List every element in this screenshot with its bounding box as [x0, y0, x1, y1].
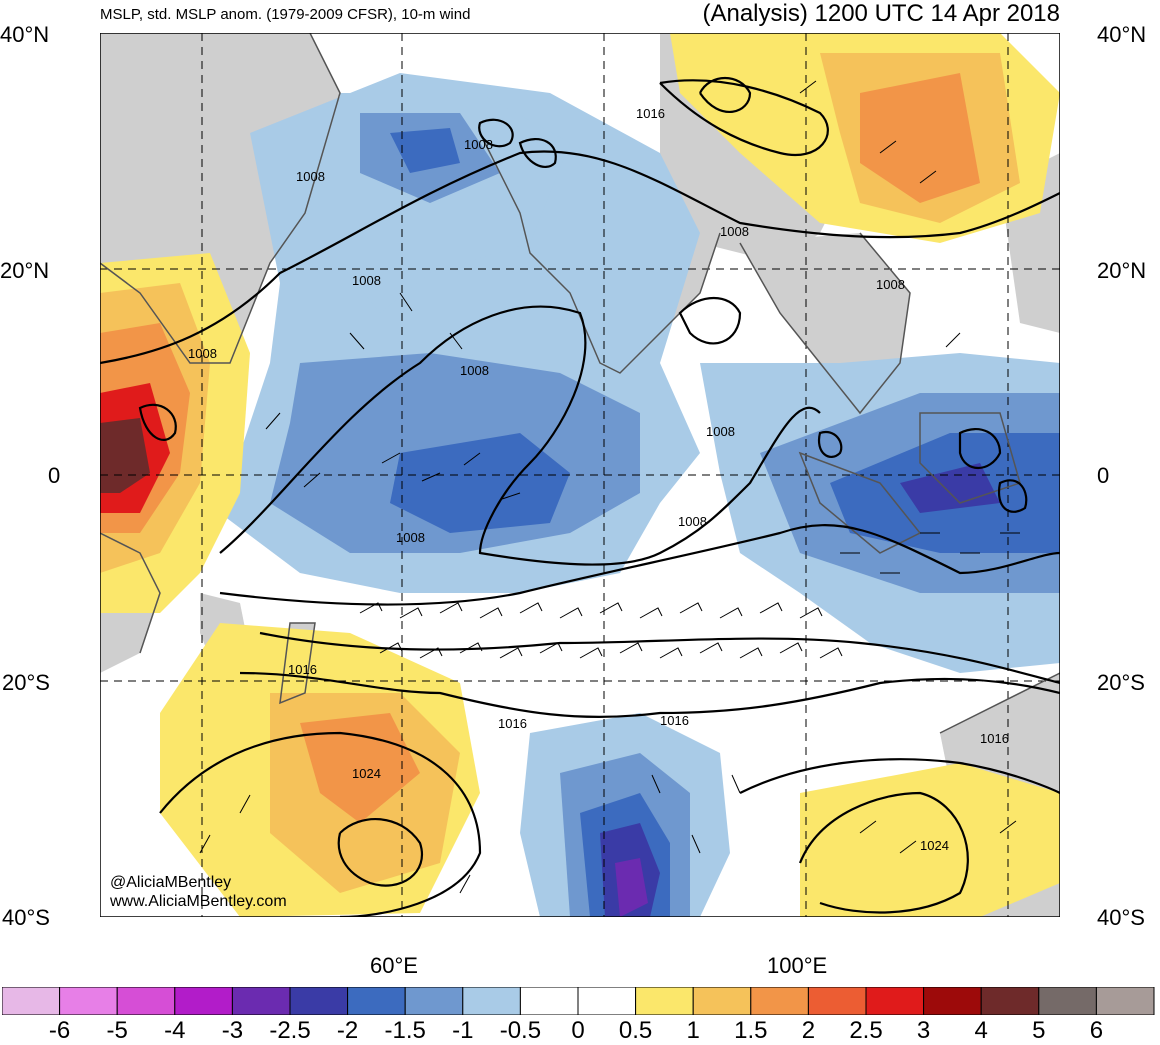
colorbar-tick-label: -2.5: [269, 1017, 311, 1044]
colorbar-swatch: [116, 987, 176, 1015]
lon-label-100e: 100°E: [767, 953, 828, 978]
colorbar-tick-label: -6: [48, 1017, 71, 1044]
isobar-label: 1008: [720, 224, 749, 239]
colorbar-tick-label: 4: [974, 1017, 988, 1044]
lat-label-20n-right: 20°N: [1097, 258, 1147, 283]
colorbar-tick-label: -2: [336, 1017, 359, 1044]
colorbar-swatch: [231, 987, 291, 1015]
isobars: [100, 77, 1060, 917]
lat-label-eq-right: 0: [1097, 463, 1110, 488]
colorbar-tick-label: 1: [686, 1017, 700, 1044]
colorbar-swatch: [1095, 987, 1155, 1015]
lat-label-40s-left: 40°S: [2, 905, 50, 930]
colorbar-swatch: [807, 987, 867, 1015]
colorbar-swatch: [692, 987, 752, 1015]
colorbar-swatch: [635, 987, 694, 1015]
colorbar-swatch: [865, 987, 925, 1015]
colorbar-tick-label: -5: [106, 1017, 128, 1044]
lat-label-20s-right: 20°S: [1097, 670, 1145, 695]
isobar-label-group: 1016 1008 1008 1008 1008 1008 1008 1008 …: [188, 106, 1009, 853]
isobar-label: 1008: [678, 514, 707, 529]
lat-label-20n-left: 20°N: [0, 258, 50, 283]
colorbar-swatch: [980, 987, 1040, 1015]
colorbar-tick-label: -4: [164, 1017, 186, 1044]
lat-label-40n-left: 40°N: [0, 22, 50, 47]
lon-label-60e: 60°E: [370, 953, 418, 978]
isobar-label: 1008: [460, 363, 489, 378]
colorbar-tick-label: -3: [221, 1017, 244, 1044]
lat-label-40n-right: 40°N: [1097, 22, 1147, 47]
credit-website: www.AliciaMBentley.com: [110, 893, 287, 910]
lat-label-eq-left: 0: [48, 463, 61, 488]
isobar-label: 1008: [464, 137, 493, 152]
colorbar-swatch: [519, 987, 579, 1015]
map-subtitle: MSLP, std. MSLP anom. (1979-2009 CFSR), …: [100, 6, 471, 23]
isobar-label: 1016: [288, 662, 317, 677]
lat-label-40s-right: 40°S: [1097, 905, 1145, 930]
isobar-label: 1008: [188, 346, 217, 361]
colorbar-tick-label: -0.5: [499, 1017, 542, 1044]
isobar-label: 1016: [636, 106, 665, 121]
colorbar-swatch: [750, 987, 809, 1015]
isobar-label: 1008: [396, 530, 425, 545]
mslp-anomaly-map: 1016 1008 1008 1008 1008 1008 1008 1008 …: [100, 33, 1060, 917]
colorbar-tick-label: 6: [1089, 1017, 1104, 1044]
isobar-label: 1024: [352, 766, 381, 781]
wind-barbs: [199, 80, 1020, 894]
colorbar-swatch: [404, 987, 464, 1015]
anomaly-colorbar: [2, 987, 1155, 1015]
isobar-label: 1008: [706, 424, 735, 439]
colorbar-swatch: [577, 987, 637, 1015]
colorbar-swatch: [59, 987, 118, 1015]
negative-anomaly-fields: [220, 73, 1060, 917]
colorbar-tick-label: 2.5: [849, 1017, 883, 1044]
isobar-label: 1008: [352, 273, 381, 288]
colorbar-swatch: [289, 987, 349, 1015]
colorbar-tick-label: 5: [1032, 1017, 1046, 1044]
isobar-label: 1024: [920, 838, 949, 853]
credit-handle: @AliciaMBentley: [110, 874, 232, 891]
isobar-label: 1016: [980, 731, 1009, 746]
colorbar-tick-label: 0.5: [618, 1017, 653, 1044]
colorbar-swatch: [462, 987, 521, 1015]
isobar-label: 1008: [296, 169, 325, 184]
colorbar-tick-label: 3: [916, 1017, 931, 1044]
lat-label-20s-left: 20°S: [2, 670, 50, 695]
colorbar-swatch: [174, 987, 233, 1015]
colorbar-tick-label: 2: [801, 1017, 816, 1044]
colorbar-tick-label: -1.5: [384, 1017, 426, 1044]
colorbar-swatch: [2, 987, 61, 1015]
isobar-label: 1016: [498, 716, 527, 731]
colorbar-tick-label: 1.5: [734, 1017, 768, 1044]
positive-anomaly-fields: [100, 33, 1060, 917]
colorbar-swatch: [1038, 987, 1097, 1015]
colorbar-tick-label: -1: [452, 1017, 474, 1044]
colorbar-tick-label: 0: [571, 1017, 585, 1044]
colorbar-swatch: [923, 987, 982, 1015]
colorbar-swatch: [347, 987, 406, 1015]
isobar-label: 1016: [660, 713, 689, 728]
isobar-label: 1008: [876, 277, 905, 292]
map-title: (Analysis) 1200 UTC 14 Apr 2018: [702, 0, 1060, 27]
